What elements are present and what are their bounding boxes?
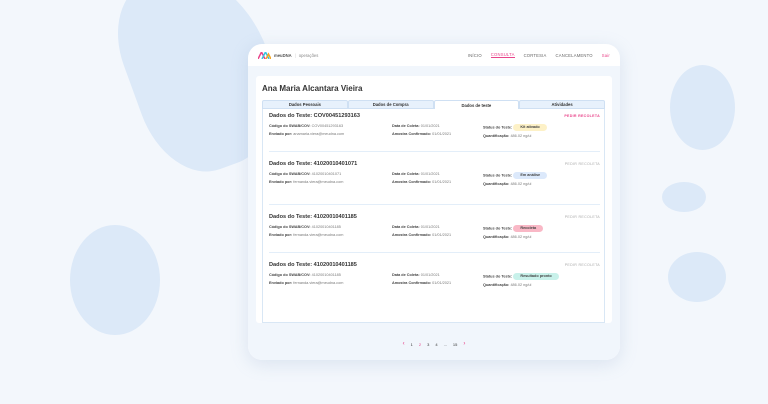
patient-card: Ana Maria Alcantara Vieira Dados Pessoai… <box>256 76 612 347</box>
collect-value: 01/01/2021 <box>420 273 440 277</box>
status-label: Status do Teste: <box>483 274 513 279</box>
test-item: Dados do Teste: COV00451293163 PEDIR REC… <box>269 113 600 153</box>
sent-label: Enviado por: <box>269 180 293 184</box>
confirmed-label: Amostra Confirmado: <box>392 281 432 285</box>
page-link[interactable]: 4 <box>435 341 438 347</box>
page-title: Ana Maria Alcantara Vieira <box>262 84 363 93</box>
logo[interactable]: meuDNA | operações <box>258 51 319 59</box>
page-link[interactable]: 3 <box>427 341 430 347</box>
collect-label: Data de Coleta: <box>392 225 420 229</box>
sent-label: Enviado por: <box>269 233 293 237</box>
collect-label: Data de Coleta: <box>392 273 420 277</box>
tests-panel: Dados do Teste: COV00451293163 PEDIR REC… <box>262 109 605 323</box>
test-item: Dados do Teste: 41020010401071 PEDIR REC… <box>269 161 600 205</box>
swab-value: 41020010401185 <box>311 273 341 277</box>
quant-value: 486.02 ng/ul <box>510 134 532 138</box>
confirmed-label: Amostra Confirmado: <box>392 180 432 184</box>
test-title: Dados do Teste: COV00451293163 <box>269 113 360 119</box>
nav-cancelamento[interactable]: CANCELAMENTO <box>555 52 593 58</box>
request-recollection-button[interactable]: PEDIR RECOLETA <box>564 162 600 166</box>
page-link[interactable]: 1 <box>410 341 413 347</box>
collect-value: 01/01/2021 <box>420 225 440 229</box>
quant-label: Quantificação: <box>483 182 510 186</box>
swab-value: 41020010401185 <box>311 225 341 229</box>
test-item: Dados do Teste: 41020010401185 PEDIR REC… <box>269 262 600 302</box>
quant-value: 486.02 ng/ul <box>510 182 532 186</box>
status-badge: Recoleta <box>513 225 544 232</box>
meudna-logo-icon <box>258 51 271 59</box>
bg-blob <box>670 65 735 150</box>
tab-dados-compra[interactable]: Dados de Compra <box>347 100 434 109</box>
confirmed-value: 01/01/2021 <box>432 132 452 136</box>
collect-value: 01/01/2021 <box>420 124 440 128</box>
status-label: Status do Teste: <box>483 125 513 130</box>
swab-label: Código do SWAB/COV: <box>269 172 311 176</box>
confirmed-value: 01/01/2021 <box>432 180 452 184</box>
request-recollection-button[interactable]: PEDIR RECOLETA <box>564 114 600 118</box>
sent-value: fernanda.viera@meudna.com <box>293 180 344 184</box>
test-item: Dados do Teste: 41020010401185 PEDIR REC… <box>269 214 600 254</box>
page-link: ... <box>443 341 447 347</box>
collect-value: 01/01/2021 <box>420 172 440 176</box>
collect-label: Data de Coleta: <box>392 124 420 128</box>
section-name: operações <box>298 52 319 58</box>
bg-blob <box>70 225 160 335</box>
prev-page-icon[interactable]: ‹ <box>402 341 405 347</box>
confirmed-value: 01/01/2021 <box>432 233 452 237</box>
confirmed-label: Amostra Confirmado: <box>392 233 432 237</box>
test-title: Dados do Teste: 41020010401185 <box>269 262 357 268</box>
quant-label: Quantificação: <box>483 134 510 138</box>
swab-label: Código do SWAB/COV: <box>269 124 311 128</box>
test-title: Dados do Teste: 41020010401071 <box>269 161 358 167</box>
app-window: meuDNA | operações INÍCIO CONSULTA CORTE… <box>248 44 620 360</box>
bg-blob <box>668 252 726 302</box>
status-label: Status do Teste: <box>483 173 513 178</box>
divider <box>269 204 600 205</box>
quant-value: 486.02 ng/ul <box>510 283 532 287</box>
quant-value: 486.02 ng/ul <box>510 235 532 239</box>
bg-blob <box>662 182 706 212</box>
confirmed-value: 01/01/2021 <box>432 281 452 285</box>
swab-label: Código do SWAB/COV: <box>269 225 311 229</box>
page-link[interactable]: 15 <box>452 341 458 347</box>
logout-link[interactable]: Sair <box>601 52 610 58</box>
swab-value: COV00451293163 <box>311 124 344 128</box>
sent-value: fernanda.viera@meudna.com <box>293 281 344 285</box>
swab-value: 41020010401071 <box>311 172 342 176</box>
status-label: Status do Teste: <box>483 226 513 231</box>
request-recollection-button[interactable]: PEDIR RECOLETA <box>564 215 600 219</box>
tab-dados-teste[interactable]: Dados de teste <box>433 100 520 109</box>
pagination: ‹ 1 2 3 4... 15 › <box>256 341 612 347</box>
nav-cortesia[interactable]: CORTESIA <box>523 52 547 58</box>
next-page-icon[interactable]: › <box>463 341 466 347</box>
sent-label: Enviado por: <box>269 281 293 285</box>
page-link[interactable]: 2 <box>418 341 422 347</box>
tab-atividades[interactable]: Atividades <box>519 100 605 109</box>
status-badge: Resultado pronto <box>513 273 559 280</box>
quant-label: Quantificação: <box>483 283 510 287</box>
sent-label: Enviado por: <box>269 132 293 136</box>
nav-consulta[interactable]: CONSULTA <box>490 52 515 58</box>
test-title: Dados do Teste: 41020010401185 <box>269 214 357 220</box>
status-badge: Em análise <box>513 172 548 179</box>
collect-label: Data de Coleta: <box>392 172 420 176</box>
quant-label: Quantificação: <box>483 235 510 239</box>
nav-inicio[interactable]: INÍCIO <box>467 52 482 58</box>
brand: meuDNA <box>274 52 292 58</box>
divider <box>269 252 600 253</box>
tab-dados-pessoais[interactable]: Dados Pessoais <box>262 100 348 109</box>
request-recollection-button[interactable]: PEDIR RECOLETA <box>564 263 600 267</box>
sent-value: anamaria.viera@meudna.com <box>293 132 345 136</box>
divider <box>269 151 600 152</box>
swab-label: Código do SWAB/COV: <box>269 273 311 277</box>
status-badge: Kit ativado <box>513 124 547 131</box>
sent-value: fernanda.viera@meudna.com <box>293 233 344 237</box>
confirmed-label: Amostra Confirmado: <box>392 132 432 136</box>
top-nav: meuDNA | operações INÍCIO CONSULTA CORTE… <box>248 44 620 66</box>
